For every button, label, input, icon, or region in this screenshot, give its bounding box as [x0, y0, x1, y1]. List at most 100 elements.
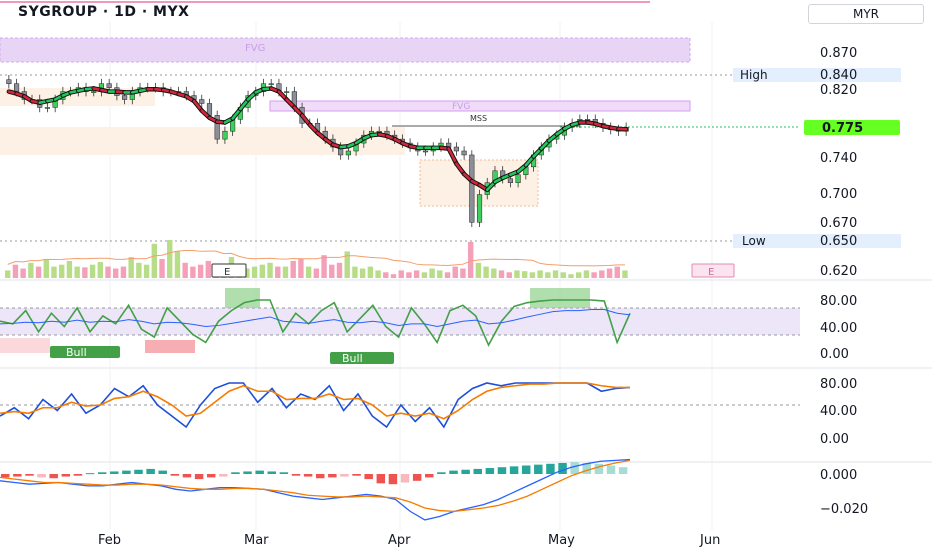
candle-body — [222, 130, 228, 140]
time-tick-label: Apr — [388, 533, 411, 548]
macd-histogram-bar — [170, 474, 180, 476]
volume-bar — [545, 272, 551, 278]
volume-bar — [190, 266, 196, 278]
volume-bar — [313, 268, 320, 278]
macd-histogram-bar — [25, 474, 34, 476]
candle-body — [44, 107, 51, 109]
macd-histogram-bar — [291, 474, 301, 476]
volume-bar — [398, 270, 404, 278]
candle-body — [422, 150, 429, 153]
price-tick-label: 0.620 — [820, 264, 857, 279]
macd-histogram-bar — [449, 470, 458, 474]
earnings-label-2: E — [708, 267, 714, 278]
candle-body — [214, 115, 220, 140]
macd-histogram-bar — [85, 473, 95, 475]
price-tick-label: 0.670 — [820, 216, 857, 231]
candle-body — [199, 99, 205, 104]
volume-bar — [352, 266, 358, 278]
osc-high-fill-1 — [225, 288, 260, 308]
last-price-value: 0.775 — [822, 121, 863, 136]
macd-histogram-bar — [412, 474, 422, 481]
volume-bar — [113, 268, 119, 278]
macd-histogram-bar — [558, 462, 567, 474]
osc-low-fill-1 — [0, 338, 50, 353]
candle-body — [515, 174, 521, 183]
macd-histogram-bar — [316, 474, 325, 479]
price-tick-label: 0.870 — [820, 46, 857, 61]
price-tick-label: 0.700 — [820, 187, 857, 202]
candle-body — [453, 146, 459, 152]
earnings-marker-2 — [691, 263, 735, 278]
candle-body — [461, 150, 467, 156]
macd-histogram-bar — [1, 474, 10, 478]
bull-label-2: Bull — [342, 352, 363, 365]
candle-body — [14, 83, 20, 92]
macd-tick-label: −0.020 — [820, 502, 868, 517]
volume-bar — [128, 257, 134, 278]
volume-bar — [151, 243, 158, 278]
macd-histogram-bar — [122, 470, 131, 474]
candle-body — [268, 83, 274, 85]
macd-histogram-bar — [594, 463, 604, 474]
volume-bar — [43, 259, 49, 278]
volume-bar — [251, 266, 258, 278]
macd-histogram-bar — [37, 474, 46, 478]
stoch-tick-label: 0.00 — [820, 432, 849, 447]
volume-bar — [344, 251, 350, 278]
macd-histogram-bar — [425, 474, 434, 478]
candle-body — [476, 194, 483, 223]
mss-label: MSS — [470, 114, 487, 123]
volume-bar — [12, 264, 19, 278]
volume-bar — [383, 272, 389, 278]
currency-button[interactable]: MYR — [808, 4, 924, 24]
order-block-1 — [0, 127, 405, 155]
bull-label-1: Bull — [66, 346, 87, 359]
candle-body — [469, 154, 475, 223]
volume-bar — [568, 274, 574, 278]
volume-bar — [506, 272, 512, 278]
volume-bar — [444, 272, 451, 278]
fvg-zone-2 — [269, 100, 691, 112]
volume-bar — [483, 266, 489, 278]
candle-body — [376, 130, 382, 133]
low-label: Low — [742, 234, 766, 248]
volume-bar — [305, 266, 312, 278]
volume-bar — [367, 266, 374, 278]
macd-histogram-bar — [134, 469, 143, 474]
volume-bar — [460, 268, 466, 278]
high-label: High — [740, 68, 768, 82]
macd-histogram-bar — [582, 462, 592, 474]
volume-bar — [467, 241, 474, 278]
volume-bar — [136, 262, 142, 278]
macd-histogram-bar — [388, 474, 398, 485]
osc-low-fill-2 — [145, 340, 195, 353]
macd-histogram-bar — [194, 474, 204, 480]
price-axis: 0.870 0.820 0.740 0.700 0.670 0.620 High 0.840 L… — [733, 46, 901, 517]
macd-histogram-bar — [521, 465, 531, 474]
volume-bar — [336, 262, 343, 278]
candle-body — [122, 95, 128, 100]
macd-histogram-bar — [546, 463, 555, 474]
macd-histogram-bar — [328, 474, 337, 478]
osc-signal-line — [0, 309, 631, 328]
earnings-label-1: E — [224, 267, 230, 278]
candle-body — [345, 150, 351, 156]
macd-histogram-bar — [73, 474, 83, 476]
volume-bar — [529, 272, 536, 278]
volume-bar — [421, 272, 428, 278]
time-tick-label: Jun — [699, 533, 720, 548]
volume-bar — [66, 260, 73, 278]
volume-bar — [159, 259, 165, 278]
candle-body — [106, 83, 112, 88]
stoch-tick-label: 40.00 — [820, 404, 857, 419]
volume-bar — [20, 268, 26, 278]
macd-histogram-bar — [49, 474, 58, 479]
trend-line-segment — [447, 147, 458, 165]
volume-bar — [74, 266, 80, 278]
volume-bar — [282, 266, 289, 278]
time-axis: Feb Mar Apr May Jun — [98, 533, 720, 548]
osc-tick-label: 40.00 — [820, 321, 857, 336]
volume-bar — [182, 262, 188, 278]
volume-bar — [622, 270, 628, 278]
